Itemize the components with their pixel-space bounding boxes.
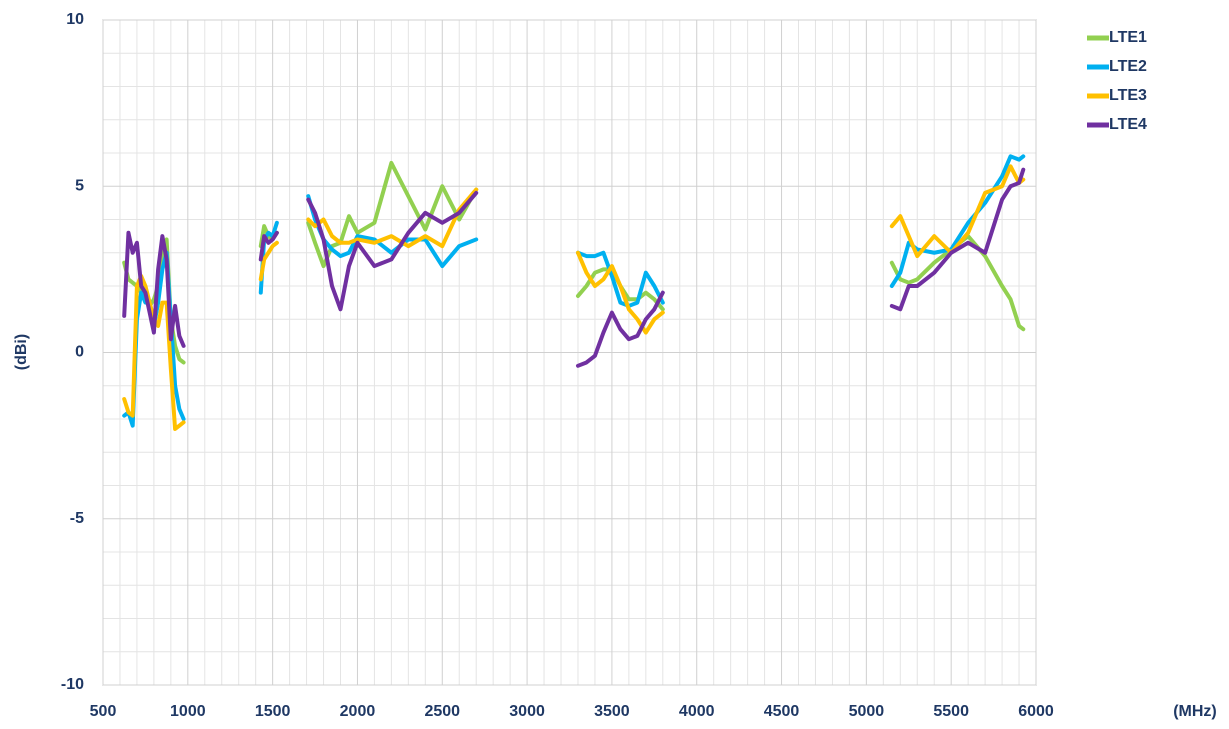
x-tick-label: 3000 <box>509 703 545 720</box>
x-tick-label: 5000 <box>849 703 885 720</box>
legend-label: LTE4 <box>1109 116 1147 133</box>
legend-label: LTE3 <box>1109 87 1147 104</box>
series-line <box>122 167 1026 368</box>
y-axis-label: (dBi) <box>13 334 30 370</box>
y-tick-label: 5 <box>75 177 84 194</box>
y-tick-label: 0 <box>75 344 84 361</box>
x-tick-label: 4500 <box>764 703 800 720</box>
x-tick-label: 1500 <box>255 703 291 720</box>
x-tick-label: 6000 <box>1018 703 1054 720</box>
x-tick-label: 500 <box>90 703 117 720</box>
y-tick-label: 10 <box>66 11 84 28</box>
legend-label: LTE1 <box>1109 29 1147 46</box>
y-tick-label: -5 <box>70 510 84 527</box>
x-tick-label: 2500 <box>424 703 460 720</box>
x-tick-label: 2000 <box>340 703 376 720</box>
legend-label: LTE2 <box>1109 58 1147 75</box>
x-tick-label: 5500 <box>933 703 969 720</box>
x-tick-label: 3500 <box>594 703 630 720</box>
x-tick-label: 1000 <box>170 703 206 720</box>
x-tick-label: 4000 <box>679 703 715 720</box>
x-axis-label: (MHz) <box>1173 703 1217 720</box>
y-tick-label: -10 <box>61 676 84 693</box>
